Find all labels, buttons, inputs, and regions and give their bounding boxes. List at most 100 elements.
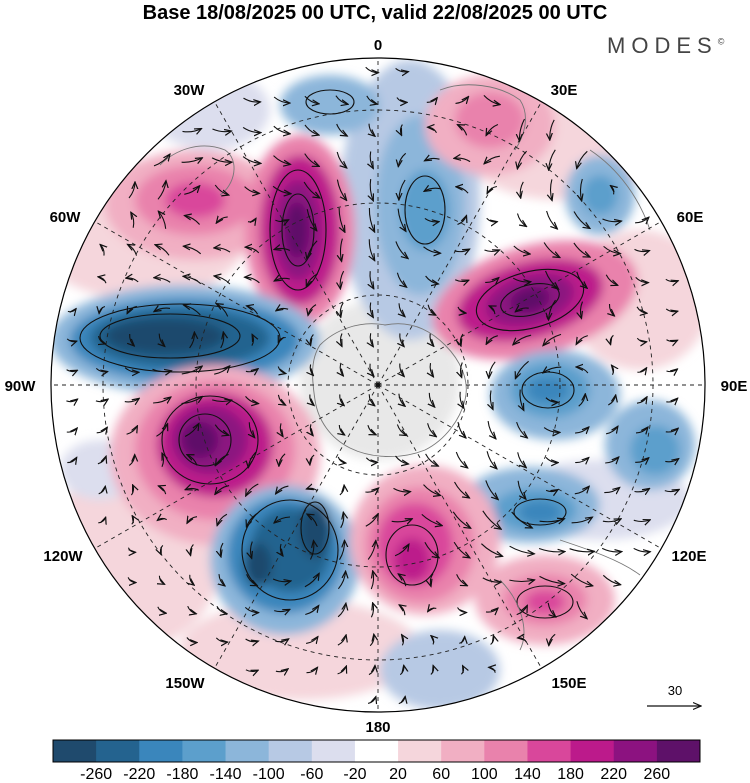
wind-vector: [612, 365, 614, 376]
wind-vector: [423, 484, 441, 496]
wind-vector: [483, 95, 500, 104]
wind-vector: [637, 368, 646, 372]
wind-vector: [369, 394, 375, 406]
wind-vector: [190, 574, 194, 585]
wind-vector: [426, 98, 437, 103]
wind-vector: [127, 547, 135, 553]
meridian-line: [214, 384, 379, 669]
wind-vector: [365, 66, 379, 72]
wind-vector: [397, 208, 406, 232]
wind-vector: [157, 518, 167, 520]
wind-vector: [545, 457, 558, 462]
wind-vector: [517, 452, 527, 467]
contour-line: [178, 413, 232, 467]
wind-vector: [396, 272, 406, 287]
wind-vector: [544, 270, 559, 289]
wind-vector: [337, 603, 346, 618]
wind-vector: [306, 667, 318, 672]
wind-vector: [245, 369, 258, 372]
wind-vector: [633, 520, 650, 522]
wind-vector: [396, 424, 406, 436]
wind-vector: [460, 333, 464, 346]
anomaly-blob: [165, 182, 225, 218]
wind-vector: [485, 608, 498, 612]
wind-vector: [570, 573, 593, 586]
colorbar-swatch: [96, 740, 140, 762]
wind-vector: [538, 547, 565, 552]
wind-vector: [571, 517, 593, 523]
wind-vector: [576, 601, 587, 618]
wind-vector: [190, 544, 194, 556]
wind-vector: [186, 637, 197, 643]
wind-vector: [124, 398, 139, 401]
colorbar-label: 220: [600, 766, 627, 783]
wind-vector: [575, 458, 589, 463]
lon-label-60w: 60W: [50, 209, 82, 226]
wind-vector: [66, 428, 77, 432]
wind-vector: [511, 511, 533, 528]
wind-vector: [602, 574, 620, 584]
map-title: Base 18/08/2025 00 UTC, valid 22/08/2025…: [142, 2, 608, 24]
wind-vector: [482, 577, 501, 582]
wind-vector: [336, 123, 348, 136]
wind-vector: [310, 424, 313, 435]
wind-vector: [246, 574, 258, 585]
wind-vector: [274, 517, 291, 523]
wind-vector: [512, 277, 531, 282]
wind-vector: [518, 638, 527, 643]
wind-vector: [399, 179, 406, 200]
wind-vector: [340, 238, 342, 262]
wind-vector: [245, 277, 260, 284]
wind-vector: [245, 247, 260, 254]
wind-vector: [610, 186, 613, 195]
contour-line: [516, 585, 574, 619]
wind-vector: [455, 97, 469, 104]
wind-vector: [162, 453, 164, 468]
graticule-circle: [195, 202, 561, 568]
wind-vector: [487, 421, 496, 439]
wind-vector: [399, 303, 405, 316]
lon-label-30e: 30E: [551, 82, 578, 99]
anomaly-blob: [525, 590, 565, 614]
anomaly-blob: [280, 75, 380, 135]
wind-vector: [399, 665, 404, 676]
wind-vector: [484, 250, 500, 252]
wind-vector: [275, 669, 288, 672]
wind-vector: [335, 95, 348, 105]
coastline: [499, 579, 525, 651]
wind-vector: [456, 187, 469, 194]
wind-vector: [155, 245, 170, 256]
wind-vector: [340, 394, 344, 405]
wind-vector: [486, 217, 498, 222]
wind-vector: [215, 485, 230, 495]
wind-vector: [367, 425, 376, 435]
wind-vector: [636, 337, 646, 342]
wind-vector: [214, 276, 231, 285]
wind-vector: [304, 153, 320, 167]
wind-vector: [280, 423, 283, 436]
wind-vector: [126, 426, 138, 435]
wind-vector: [370, 603, 373, 618]
wind-vector: [274, 278, 290, 281]
wind-vector: [369, 123, 375, 137]
wind-vector: [95, 399, 108, 402]
contour-line: [161, 395, 259, 485]
wind-vector: [547, 602, 556, 617]
colorbar-swatch: [53, 740, 97, 762]
wind-vector: [398, 152, 407, 166]
wind-vector: [340, 270, 345, 289]
lon-label-120e: 120E: [671, 548, 706, 565]
wind-vector: [277, 394, 285, 405]
wind-vector: [181, 366, 202, 375]
colorbar-label: 260: [644, 766, 671, 783]
wind-vector: [157, 181, 166, 200]
brand-text: MODES: [607, 33, 718, 58]
colorbar-label: -60: [300, 766, 323, 783]
wind-vector: [428, 127, 437, 134]
wind-vector: [341, 333, 343, 347]
wind-vector: [304, 95, 319, 104]
meridian-line: [94, 221, 379, 386]
wind-vector: [184, 424, 199, 437]
wind-vector: [515, 360, 529, 378]
wind-vector: [220, 332, 224, 349]
